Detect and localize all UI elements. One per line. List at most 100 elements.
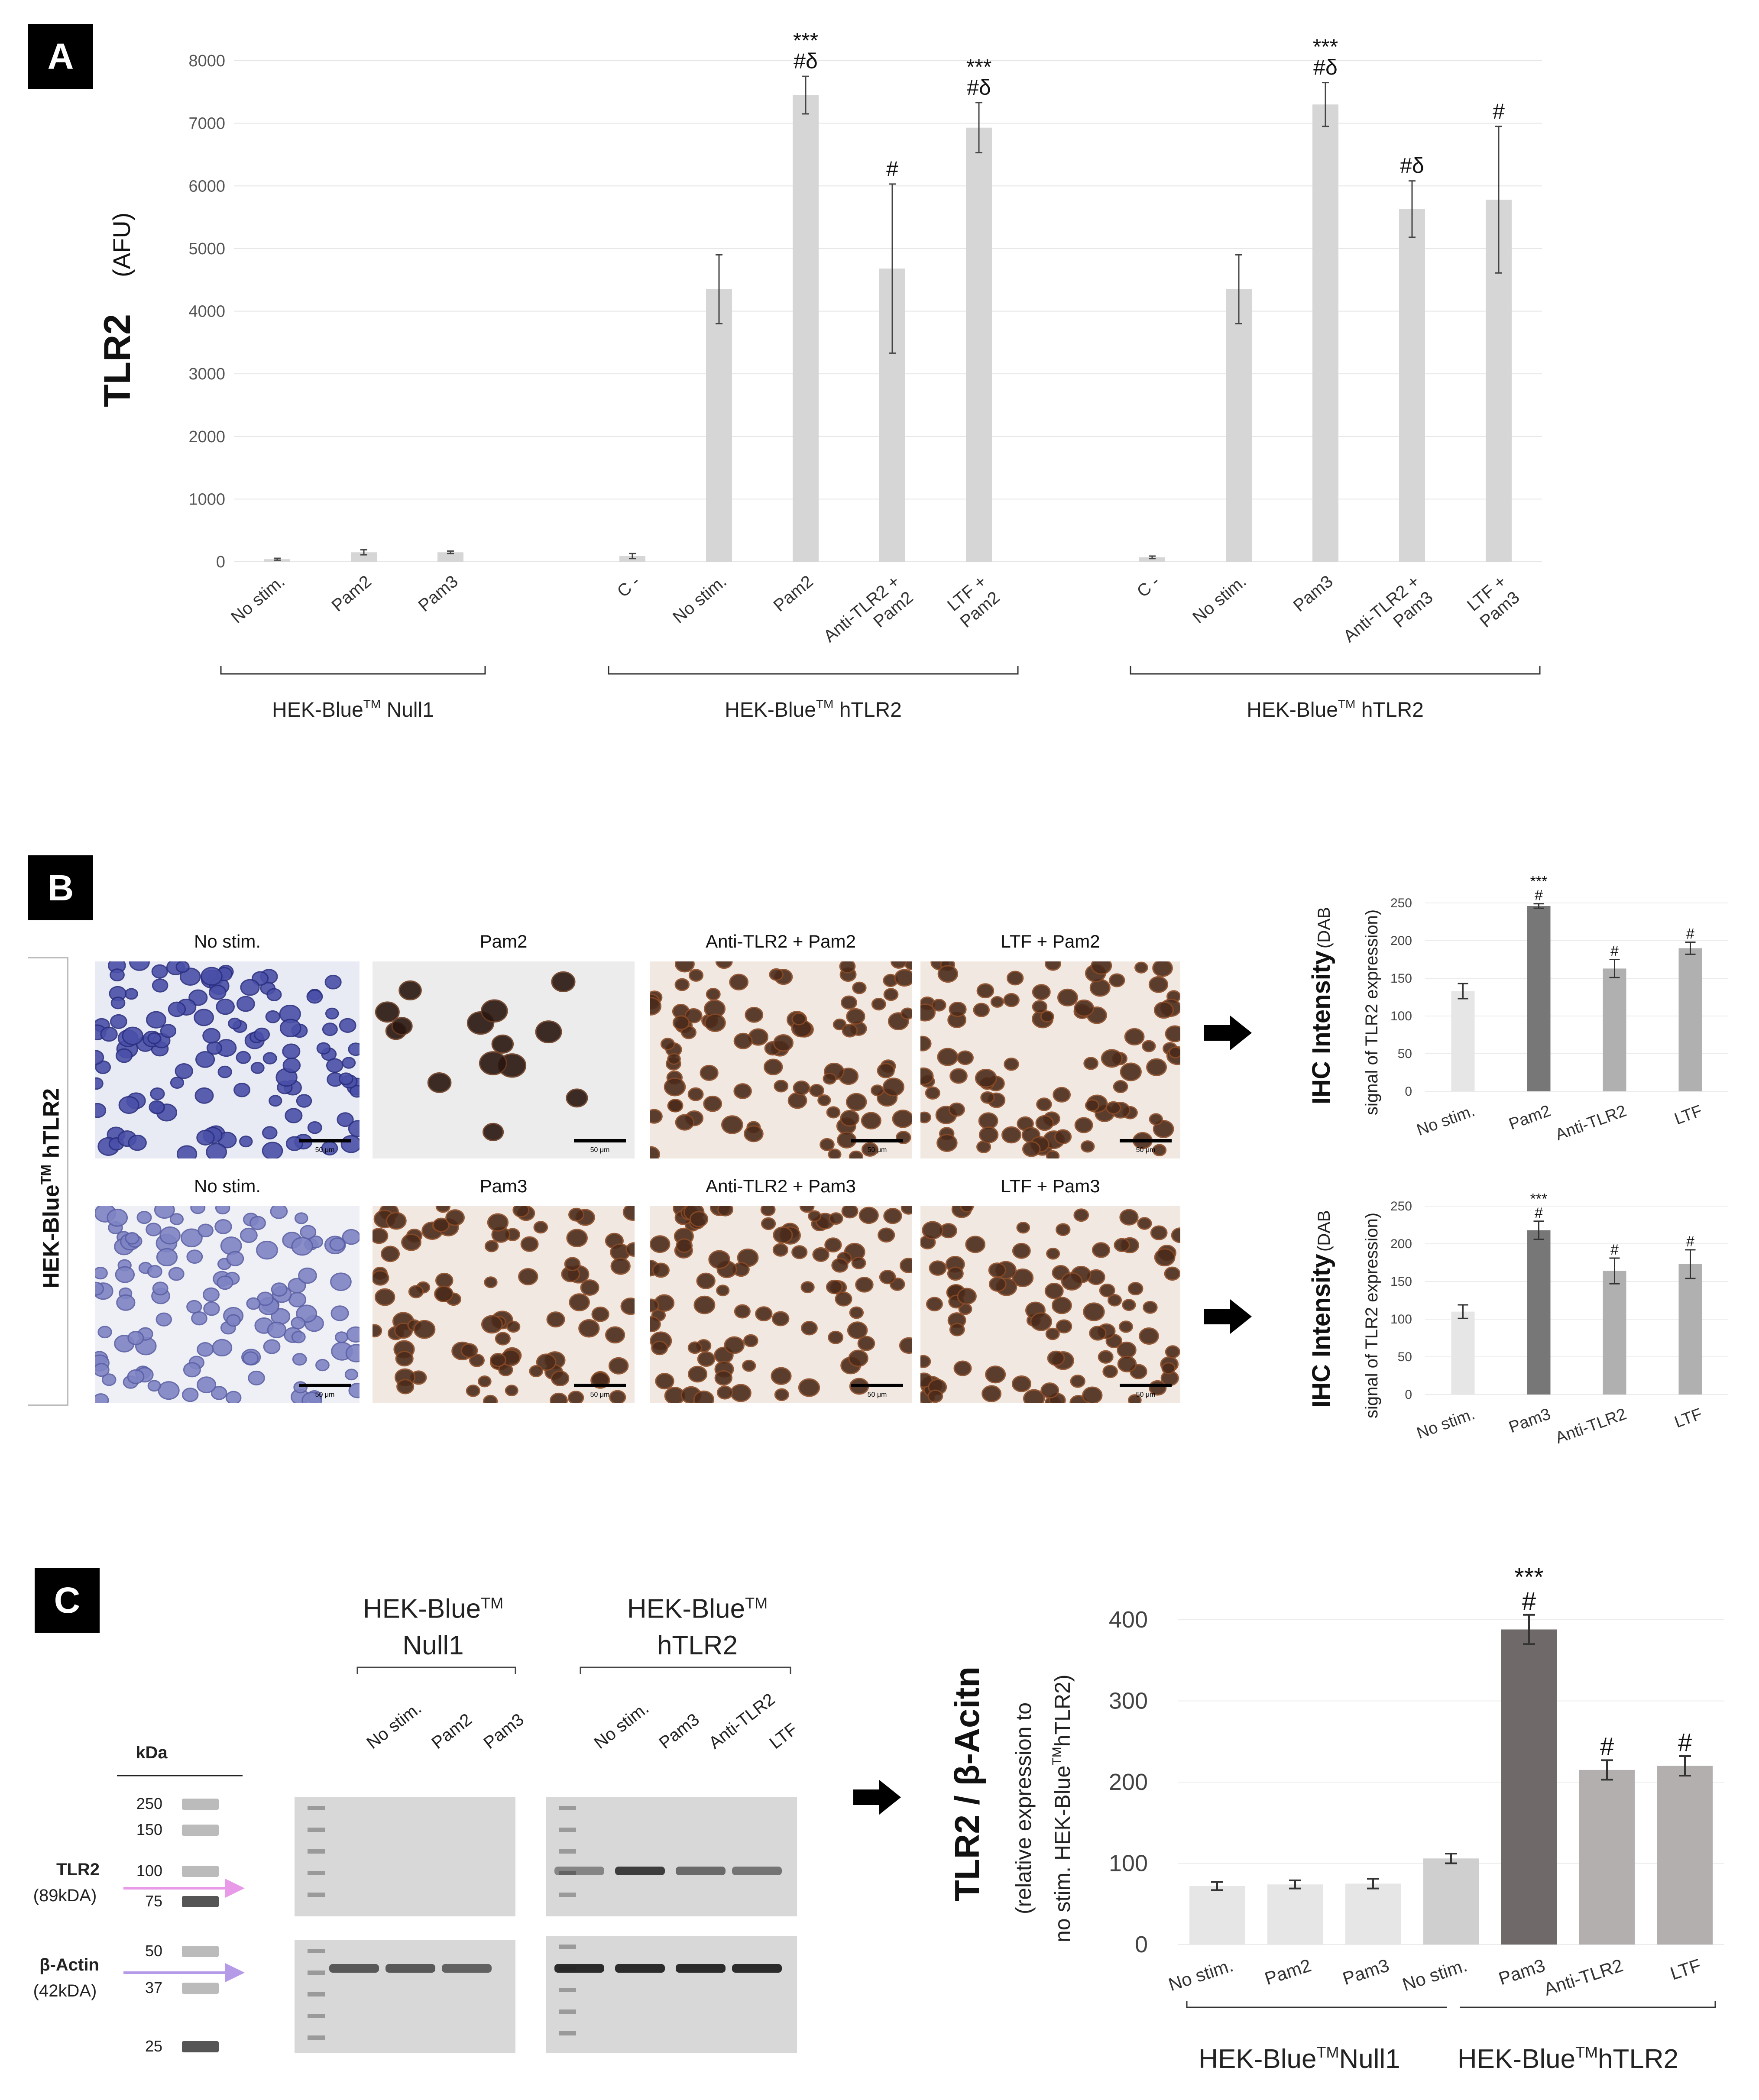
bar (1603, 968, 1626, 1091)
ladder-band (182, 1799, 219, 1810)
y-tick-label: 100 (1390, 1312, 1412, 1327)
x-tick-text: Pam3 (415, 572, 461, 615)
ladder-label: 25 (145, 2037, 162, 2055)
marker-smear (559, 1893, 576, 1897)
y-tick-label: 0 (1135, 1932, 1148, 1958)
ladder-band (182, 1946, 219, 1957)
y-tick-label: 200 (1390, 1237, 1412, 1251)
y-axis-sublabel-1: (relative expression to (1011, 1702, 1036, 1914)
bar (1603, 1271, 1626, 1395)
x-tick-text: Pam2 (770, 572, 816, 615)
bar (1423, 1858, 1479, 1945)
significance-label: *** (1530, 1191, 1548, 1207)
marker-smear (559, 1871, 576, 1875)
significance-label: #δ (1313, 55, 1338, 80)
ladder-label: 100 (136, 1862, 162, 1880)
gel-panel (546, 1936, 797, 2053)
ladder-band (182, 1866, 219, 1877)
ladder-band (182, 1825, 219, 1836)
x-tick-text: Pam3 (1289, 572, 1336, 615)
micrograph: 50 μm (650, 961, 912, 1158)
gel-panel (546, 1797, 797, 1916)
bar (793, 95, 819, 562)
header-bracket (580, 1666, 791, 1674)
y-tick-label: 150 (1390, 971, 1412, 986)
marker-smear (308, 1971, 325, 1975)
y-tick-label: 50 (1398, 1047, 1412, 1061)
tlr2-label: TLR2 (56, 1860, 100, 1879)
x-tick-label: No stim. (227, 572, 288, 627)
bar (1189, 1886, 1245, 1945)
group-bracket (1460, 2001, 1716, 2008)
lane-label: Pam3 (480, 1710, 527, 1753)
bar (1579, 1770, 1635, 1945)
x-tick-text: No stim. (1189, 572, 1250, 627)
lane-label: Pam2 (428, 1710, 475, 1753)
micrograph-title: Anti-TLR2 + Pam2 (706, 931, 856, 951)
svg-text:IHC Intensity: IHC Intensity (1307, 951, 1335, 1105)
micrograph-title: Pam2 (479, 931, 528, 951)
y-tick-label: 0 (1405, 1388, 1412, 1402)
y-tick-label: 100 (1390, 1009, 1412, 1023)
lane-label: Pam3 (655, 1710, 703, 1753)
x-tick-text: Pam2 (328, 572, 375, 615)
ladder-band (182, 1896, 219, 1907)
lane-label: No stim. (590, 1699, 652, 1753)
x-tick-label: No stim. (1400, 1955, 1470, 1995)
y-tick-label: 0 (1405, 1084, 1412, 1099)
gel-panel (295, 1940, 515, 2053)
x-tick-label: Anti-TLR2 (1541, 1955, 1625, 2000)
marker-smear (308, 2035, 325, 2040)
x-tick-label: LTF +Pam3 (1464, 572, 1523, 631)
significance-label: #δ (967, 75, 991, 100)
svg-text:IHC Intensity: IHC Intensity (1307, 1254, 1335, 1408)
panel-c-arrow (853, 1780, 901, 1815)
x-tick-label: Pam3 (415, 572, 461, 615)
marker-smear (559, 1988, 576, 1992)
y-axis-label: IHC Intensity (DAB (1307, 907, 1335, 1104)
bar (1345, 1883, 1401, 1945)
micrograph-title: No stim. (194, 931, 261, 951)
protein-band (676, 1964, 726, 1973)
scale-bar-label: 50 μm (1136, 1146, 1156, 1154)
header-bracket (356, 1666, 516, 1674)
significance-label: *** (1313, 35, 1338, 59)
lane-label: Anti-TLR2 (705, 1690, 778, 1753)
y-tick-label: 400 (1109, 1607, 1148, 1633)
micrograph-title: LTF + Pam2 (1001, 931, 1100, 951)
significance-label: # (1610, 1242, 1619, 1258)
group-bracket (1130, 666, 1541, 675)
micrograph: 50 μm (650, 1206, 912, 1403)
bar (1678, 948, 1702, 1091)
group-label: HEK-BlueTMhTLR2 (1458, 2043, 1678, 2074)
micrograph: 50 μm (920, 961, 1180, 1158)
scale-bar-label: 50 μm (1136, 1391, 1156, 1398)
actin-pointer-head (225, 1963, 245, 1982)
marker-smear (308, 1806, 325, 1810)
x-tick-label: Pam2 (1262, 1955, 1314, 1989)
micrograph: 50 μm (95, 1206, 360, 1403)
y-tick-label: 200 (1109, 1769, 1148, 1795)
bar (1312, 104, 1338, 562)
protein-band (554, 1867, 604, 1875)
lane-label: No stim. (363, 1699, 425, 1753)
y-tick-label: 6000 (188, 177, 225, 195)
micrograph: 50 μm (920, 1206, 1180, 1403)
protein-band (615, 1867, 665, 1875)
significance-label: # (1610, 943, 1619, 960)
bar (706, 289, 732, 562)
significance-label: *** (1530, 873, 1548, 890)
tlr2-pointer-head (225, 1879, 245, 1898)
bar (437, 552, 463, 562)
marker-smear (308, 1893, 325, 1897)
marker-smear (308, 1992, 325, 1996)
protein-band (732, 1964, 782, 1973)
y-tick-label: 7000 (188, 115, 225, 133)
significance-label: #δ (1400, 154, 1424, 178)
ladder-label: 75 (145, 1892, 162, 1910)
x-tick-label: Anti-TLR2 (1553, 1102, 1629, 1144)
bar (1527, 906, 1551, 1091)
actin-kda: (42kDA) (33, 1981, 97, 2000)
tlr2-kda: (89kDA) (33, 1886, 97, 1905)
significance-label: *** (1514, 1563, 1544, 1592)
